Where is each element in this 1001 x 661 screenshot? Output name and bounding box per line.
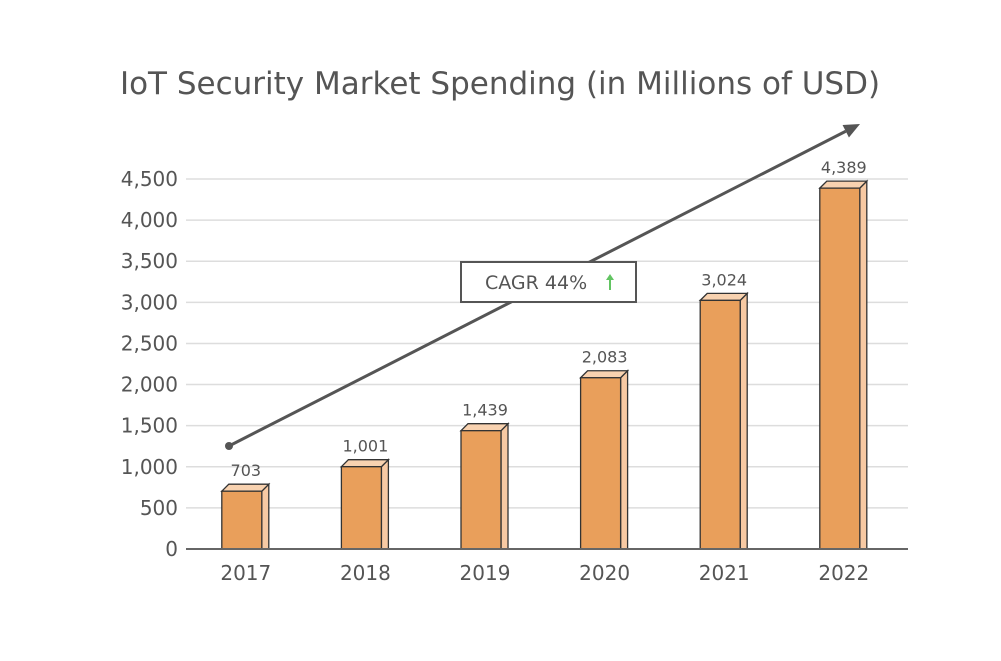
bar: 1,001: [339, 437, 390, 550]
bar: 2,083: [579, 348, 630, 550]
y-tick-label: 2,000: [121, 373, 178, 397]
y-tick-label: 3,000: [121, 290, 178, 314]
bar-value-label: 703: [231, 461, 262, 480]
bar-front: [819, 187, 861, 550]
y-tick-label: 2,500: [121, 331, 178, 355]
y-tick-label: 4,000: [121, 208, 178, 232]
y-tick-label: 4,500: [121, 167, 178, 191]
bar-side: [619, 369, 629, 550]
bar-value-label: 2,083: [582, 348, 628, 367]
bar-top: [459, 423, 510, 432]
bar-top: [698, 292, 749, 302]
bar-front: [699, 299, 741, 550]
bar-value-label: 4,389: [821, 158, 867, 177]
bar: 4,389: [818, 158, 869, 550]
bar-front: [460, 430, 502, 550]
bar-top: [818, 180, 869, 189]
x-tick-label: 2022: [818, 561, 869, 585]
trend-arrow-head-icon: [842, 124, 860, 138]
y-axis-ticks: 0 500 1,000 1,500 2,000 2,500 3,000 3,500 4,000 4…: [121, 167, 178, 561]
bar-top: [220, 483, 271, 492]
bar: 703: [220, 461, 271, 550]
x-tick-label: 2018: [340, 561, 391, 585]
bar-top: [339, 459, 390, 468]
cagr-annotation: CAGR 44%: [460, 261, 637, 303]
cagr-box-frame: [460, 261, 637, 303]
bar-side: [859, 179, 868, 550]
bar-front: [340, 466, 383, 550]
bar-top: [579, 370, 630, 379]
bars: 703 1,001 1,439 2,083 3,024 4,389: [220, 158, 869, 550]
y-tick-label: 1,500: [121, 414, 178, 438]
x-axis-ticks: 2017 2018 2019 2020 2021 2022: [220, 561, 869, 585]
bar-value-label: 3,024: [701, 270, 747, 289]
x-tick-label: 2020: [579, 561, 630, 585]
bar-front: [221, 490, 263, 550]
cagr-label: CAGR 44%: [485, 272, 587, 294]
bar-side: [739, 291, 748, 550]
gridlines: [186, 178, 908, 509]
chart-title: IoT Security Market Spending (in Million…: [120, 66, 880, 102]
bar: 3,024: [698, 270, 749, 550]
x-tick-label: 2019: [460, 561, 511, 585]
bar-side: [380, 458, 390, 550]
x-tick-label: 2021: [699, 561, 750, 585]
y-tick-label: 0: [165, 537, 178, 561]
arrow-up-icon: [606, 274, 614, 290]
y-tick-label: 1,000: [121, 455, 178, 479]
bar-side: [500, 422, 509, 550]
bar-value-label: 1,001: [342, 437, 388, 456]
x-tick-label: 2017: [220, 561, 271, 585]
y-tick-label: 500: [140, 496, 178, 520]
bar-side: [261, 482, 270, 550]
bar-value-label: 1,439: [462, 401, 508, 420]
bar: 1,439: [459, 401, 510, 550]
bar-front: [579, 377, 622, 550]
y-tick-label: 3,500: [121, 249, 178, 273]
